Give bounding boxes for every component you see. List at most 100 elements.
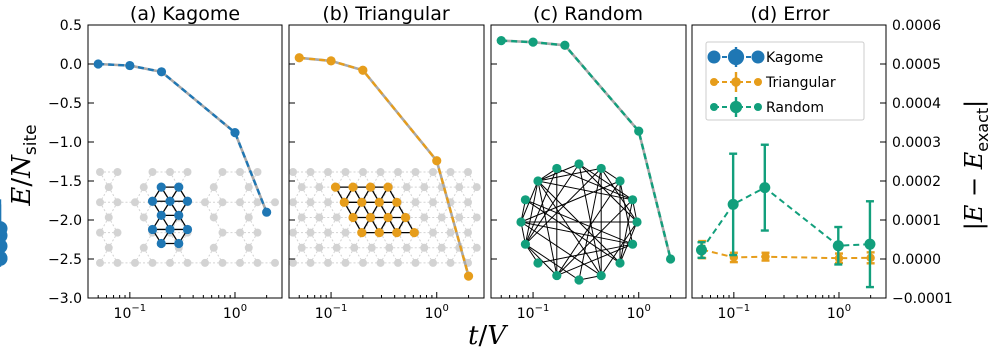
inset-bond-gray xyxy=(388,171,399,188)
inset-site-gray xyxy=(429,168,437,176)
inset-site-gray xyxy=(394,168,402,176)
inset-bond-gray xyxy=(336,232,346,249)
inset-site-gray xyxy=(306,258,315,267)
inset-bond-gray xyxy=(336,217,346,233)
inset-edge xyxy=(537,180,602,276)
inset-bond-gray xyxy=(397,186,408,203)
inset-bond-gray xyxy=(292,186,303,203)
data-point xyxy=(432,156,442,166)
inset-bond-gray xyxy=(388,247,399,264)
inset-bond-gray xyxy=(292,202,303,218)
legend-marker xyxy=(727,48,745,66)
inset-bond-gray xyxy=(327,186,338,203)
inset-bond-gray xyxy=(143,186,153,203)
inset-bond-gray xyxy=(108,186,118,203)
axes-frame-3 xyxy=(490,24,687,299)
inset-site-gray xyxy=(455,213,464,222)
inset-node xyxy=(632,217,642,227)
inset-bond-gray xyxy=(423,217,434,233)
inset-site-gray xyxy=(420,243,429,252)
inset-bond-gray xyxy=(423,247,434,264)
inset-site-gray xyxy=(446,228,455,237)
inset-bond-gray xyxy=(99,186,110,203)
legend-label: Kagome xyxy=(766,50,823,66)
inset-bond-gray xyxy=(415,217,425,233)
inset-bond-gray xyxy=(99,247,110,264)
inset-bond-gray xyxy=(143,217,153,233)
inset-bond-gray xyxy=(380,171,390,188)
x-tick-label: 10−1 xyxy=(114,303,147,322)
inset-site-gray xyxy=(236,228,244,237)
x-tick-label: 10−1 xyxy=(718,303,751,322)
inset-site-gray xyxy=(131,198,139,207)
inset-site-gray xyxy=(148,258,157,267)
inset-bond-gray xyxy=(458,217,469,233)
right-y-tick-label: −0.0001 xyxy=(892,291,953,307)
inset-site-gray xyxy=(437,243,446,252)
inset-bond-gray xyxy=(108,232,118,249)
inset-bond-gray xyxy=(432,232,443,249)
inset-edge xyxy=(619,199,634,264)
inset-bond-gray xyxy=(423,202,434,218)
inset-node xyxy=(516,217,526,227)
inset-edge xyxy=(525,243,580,281)
right-y-tick-label: 0.0000 xyxy=(892,252,941,268)
inset-site-gray xyxy=(367,243,376,252)
inset-bond-gray xyxy=(345,217,355,233)
inset-site xyxy=(174,210,184,220)
inset-site xyxy=(174,182,184,192)
inset-edge xyxy=(578,168,602,281)
panel-title-b: (b) Triangular xyxy=(322,3,450,25)
data-point xyxy=(463,271,474,281)
panel-title-c: (c) Random xyxy=(533,3,643,25)
inset-site-gray xyxy=(315,183,324,192)
inset-edge xyxy=(578,163,602,276)
series-line xyxy=(98,62,268,213)
inset-site-gray xyxy=(402,183,411,192)
inset-site-gray xyxy=(218,198,227,207)
inset-bond-gray xyxy=(467,217,478,233)
inset-bond-gray xyxy=(204,247,215,264)
inset-bond-gray xyxy=(169,171,180,188)
inset-site-gray xyxy=(183,258,192,267)
inset-site-gray xyxy=(104,243,113,252)
inset-bond-gray xyxy=(169,247,180,264)
inset-bond-gray xyxy=(310,186,320,203)
legend: Kagome Triangular Random xyxy=(705,41,865,121)
error-data-point xyxy=(727,198,739,210)
inset-site-gray xyxy=(201,258,209,267)
axes-frame-4 xyxy=(691,24,887,299)
inset-site-gray xyxy=(166,258,174,267)
labels-layer: (a) Kagome (b) Triangular (c) Random (d)… xyxy=(7,3,992,351)
inset-site-gray xyxy=(446,168,455,176)
inset-bond-gray xyxy=(318,232,329,249)
inset-site-gray xyxy=(315,243,324,252)
inset-bond-gray xyxy=(380,232,390,249)
inset-bond-gray xyxy=(362,171,373,188)
inset-edge xyxy=(537,180,633,201)
inset-site-gray xyxy=(306,228,315,237)
inset-bond-gray xyxy=(204,186,215,203)
inset-site-gray xyxy=(332,243,341,252)
inset-site-gray xyxy=(104,213,113,222)
inset-bond-gray xyxy=(134,186,145,203)
inset-bond-gray xyxy=(397,217,408,233)
inset-bond-gray xyxy=(318,202,329,218)
inset-node xyxy=(574,275,584,285)
inset-site-gray xyxy=(271,258,279,267)
inset-site-gray xyxy=(385,243,394,252)
inset-bond-gray xyxy=(362,247,373,264)
inset-site-gray xyxy=(236,168,244,176)
inset-edge xyxy=(520,221,602,277)
inset-bond-gray xyxy=(143,247,153,264)
inset-edge xyxy=(600,168,638,223)
inset-site-gray xyxy=(429,228,437,237)
inset-bond-gray xyxy=(467,186,478,203)
inset-node xyxy=(574,159,584,169)
inset-site xyxy=(156,238,166,249)
inset-bond-gray xyxy=(423,171,434,188)
inset-bond-gray xyxy=(353,202,364,218)
inset-site-gray xyxy=(359,168,367,176)
error-data-point xyxy=(0,221,8,237)
